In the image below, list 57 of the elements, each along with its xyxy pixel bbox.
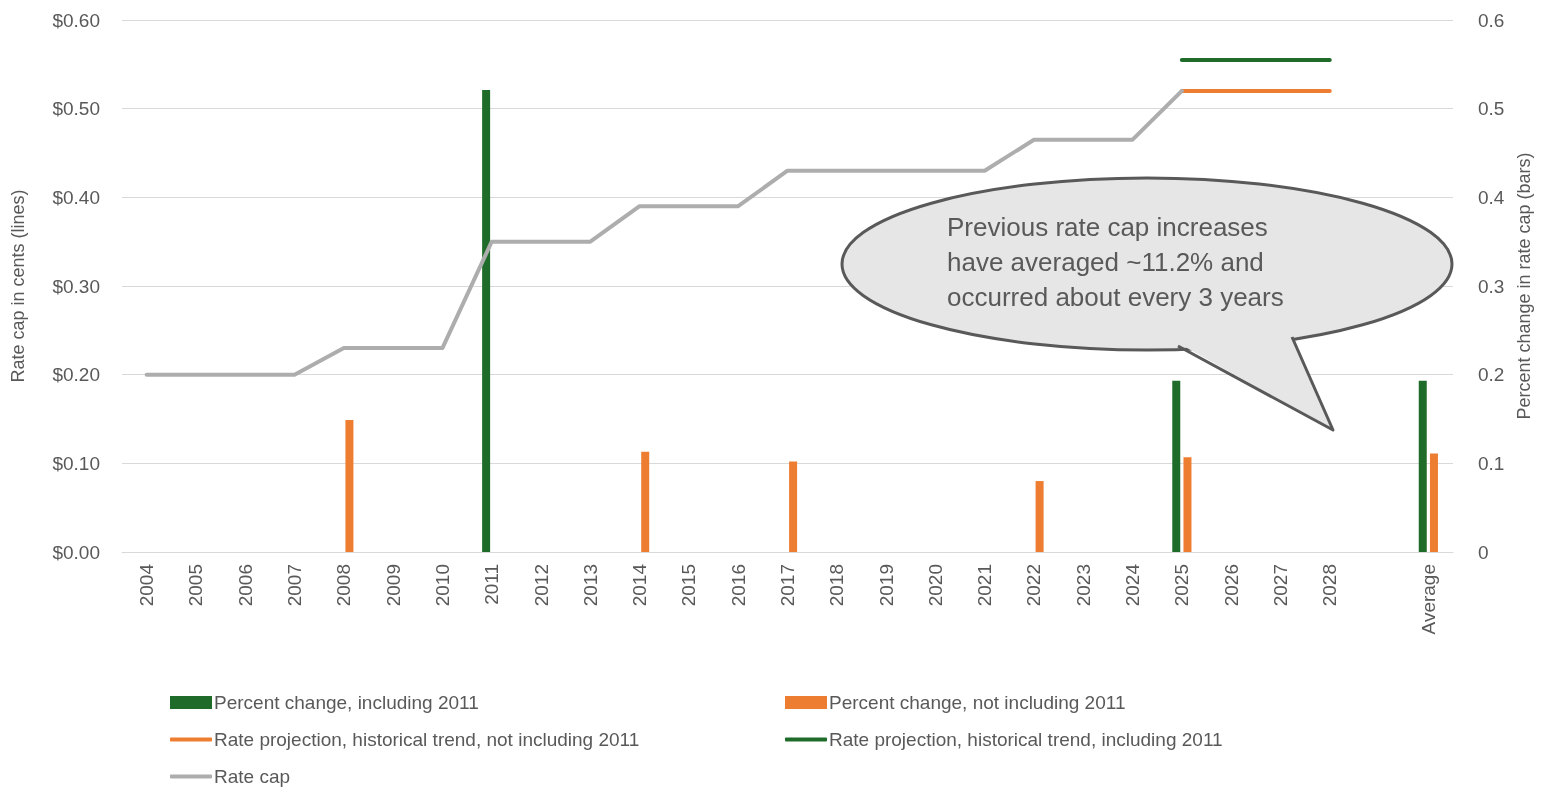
y2-tick-label: 0.3 xyxy=(1478,275,1505,297)
x-tick-label: 2018 xyxy=(826,564,848,607)
y-tick-label: $0.50 xyxy=(52,98,100,120)
x-tick-label: Average xyxy=(1417,564,1439,635)
x-tick-label: 2024 xyxy=(1122,563,1144,607)
x-tick-label: 2021 xyxy=(974,564,996,607)
x-tick-label: 2011 xyxy=(481,564,503,605)
bar xyxy=(1418,380,1427,552)
y2-tick-label: 0.2 xyxy=(1478,364,1505,386)
bar xyxy=(1172,380,1181,552)
y2-tick-label: 0.1 xyxy=(1478,452,1505,474)
x-tick-label: 2012 xyxy=(530,564,552,607)
bar xyxy=(641,451,650,552)
bar xyxy=(1429,453,1438,552)
x-tick-label: 2019 xyxy=(875,564,897,607)
annotation: Previous rate cap increases have averaged ~11.2% and occurred about every 3 years xyxy=(947,211,1285,314)
x-tick-label: 2017 xyxy=(777,564,798,607)
y-tick-label: $0.40 xyxy=(52,186,100,208)
y2-tick-label: 0.6 xyxy=(1478,9,1505,31)
y-tick-label: $0.60 xyxy=(52,9,100,31)
y-tick-label: $0.00 xyxy=(52,541,100,563)
legend-label: Rate projection, historical trend, not including 2011 xyxy=(214,729,640,750)
bar xyxy=(789,461,798,552)
x-tick-label: 2009 xyxy=(382,564,404,607)
y-tick-label: $0.20 xyxy=(52,364,100,386)
x-tick-label: 2028 xyxy=(1319,564,1341,607)
x-tick-label: 2025 xyxy=(1171,564,1193,607)
legend-label: Percent change, including 2011 xyxy=(214,692,479,713)
legend-label: Rate projection, historical trend, including 2011 xyxy=(829,729,1223,750)
x-tick-label: 2013 xyxy=(579,564,601,607)
x-tick-label: 2015 xyxy=(678,564,700,607)
x-tick-label: 2007 xyxy=(284,564,306,607)
x-tick-label: 2006 xyxy=(234,564,256,607)
x-tick-label: 2014 xyxy=(629,563,651,607)
y-tick-label: $0.30 xyxy=(52,275,100,297)
x-tick-label: 2004 xyxy=(136,563,158,607)
x-tick-label: 2016 xyxy=(727,564,749,607)
x-tick-label: 2020 xyxy=(924,564,946,607)
legend-label: Percent change, not including 2011 xyxy=(829,692,1126,713)
y2-tick-label: 0 xyxy=(1478,541,1489,563)
bar xyxy=(482,90,491,552)
y-tick-label: $0.10 xyxy=(52,452,100,474)
y-axis-title: Rate cap in cents (lines) xyxy=(8,189,28,383)
x-tick-label: 2008 xyxy=(333,564,355,607)
x-tick-label: 2022 xyxy=(1023,564,1045,607)
x-tick-label: 2026 xyxy=(1220,564,1242,607)
bar xyxy=(345,419,354,552)
y2-tick-label: 0.4 xyxy=(1478,186,1505,208)
legend-label: Rate cap xyxy=(214,766,291,787)
bar xyxy=(1183,457,1192,552)
bar xyxy=(1035,481,1044,552)
x-tick-label: 2010 xyxy=(431,564,453,607)
y2-tick-label: 0.5 xyxy=(1478,98,1505,120)
x-tick-label: 2023 xyxy=(1072,564,1094,607)
x-tick-label: 2027 xyxy=(1269,564,1291,607)
y2-axis-title: Percent change in rate cap (bars) xyxy=(1514,152,1535,420)
x-tick-label: 2005 xyxy=(185,564,207,607)
